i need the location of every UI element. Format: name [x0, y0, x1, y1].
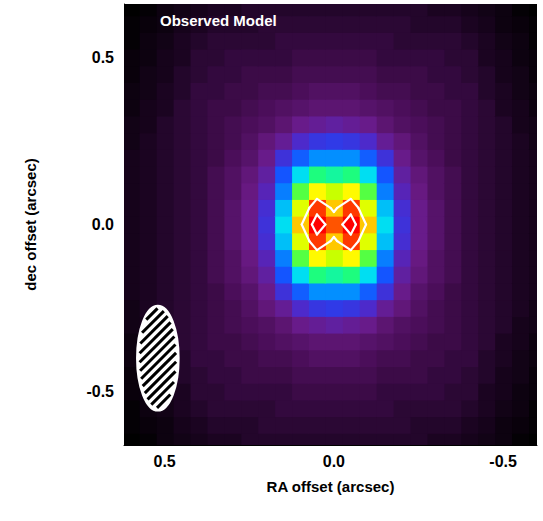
svg-text:RA offset (arcsec): RA offset (arcsec): [267, 478, 395, 495]
svg-text:0.0: 0.0: [323, 453, 345, 470]
svg-text:-0.5: -0.5: [86, 383, 114, 400]
svg-text:0.5: 0.5: [153, 453, 175, 470]
svg-text:0.5: 0.5: [92, 49, 114, 66]
svg-text:-0.5: -0.5: [489, 453, 517, 470]
svg-text:dec offset (arcsec): dec offset (arcsec): [22, 158, 39, 291]
svg-text:Observed Model: Observed Model: [160, 12, 277, 29]
svg-text:0.0: 0.0: [92, 216, 114, 233]
